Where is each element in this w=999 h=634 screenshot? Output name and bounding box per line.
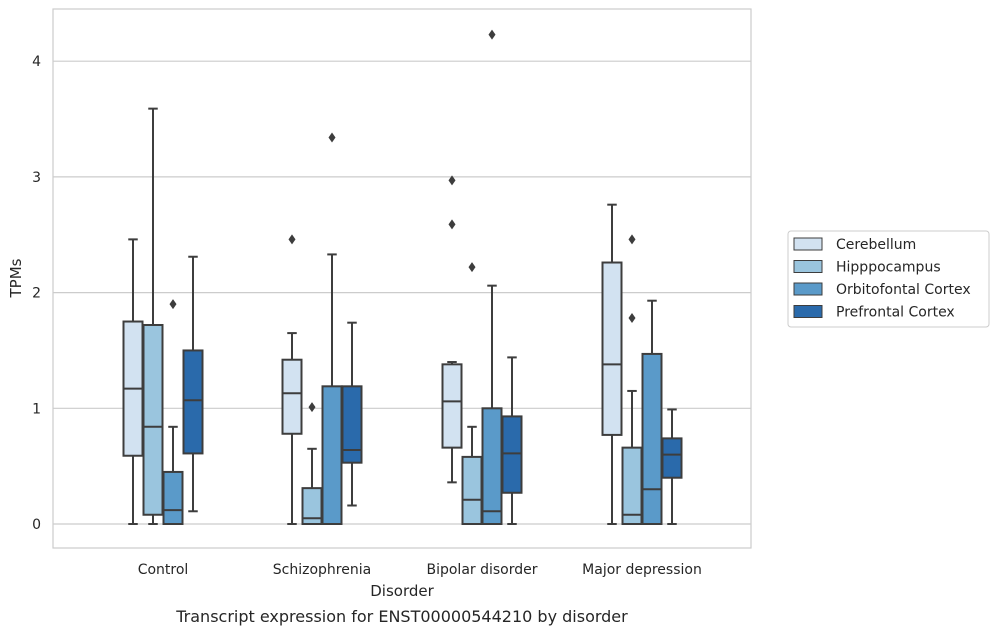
box-body [281, 358, 303, 435]
legend-items: Cerebellum Hipppocampus Orbitofontal Corte… [793, 237, 971, 321]
x-tick-label: Major depression [582, 562, 702, 578]
box-body [182, 349, 204, 455]
legend-swatch [793, 282, 823, 296]
box-orbitofontal-cortex [162, 299, 184, 525]
outlier-point [448, 219, 456, 230]
x-tick-label: Schizophrenia [273, 562, 371, 578]
outlier-point [288, 234, 296, 245]
box-body [661, 437, 683, 479]
box-body [481, 407, 503, 525]
box-body [162, 470, 184, 525]
box-prefrontal-cortex [182, 255, 204, 513]
outlier-point [448, 175, 456, 186]
plot-frame [52, 8, 752, 549]
legend-label: Orbitofontal Cortex [836, 282, 971, 298]
outlier-point [468, 262, 476, 273]
box-cerebellum [441, 175, 463, 484]
x-axis-ticks: Control Schizophrenia Bipolar disorder Majo… [138, 562, 702, 578]
box-cerebellum [601, 203, 623, 525]
y-axis-label: TPMs [7, 258, 25, 298]
legend-swatch [793, 260, 823, 273]
box-body [601, 261, 623, 436]
outlier-point [628, 234, 636, 245]
outlier-point [488, 29, 496, 40]
box-body [142, 323, 164, 516]
outlier-point [308, 402, 316, 413]
x-tick-label: Control [138, 562, 189, 578]
box-body [641, 352, 663, 525]
box-body [501, 415, 523, 494]
box-prefrontal-cortex [501, 356, 523, 525]
y-tick-label: 0 [32, 517, 41, 533]
y-tick-label: 2 [32, 286, 41, 302]
legend-swatch [793, 237, 823, 251]
legend-label: Cerebellum [836, 237, 916, 253]
y-tick-label: 4 [32, 54, 41, 70]
box-body [341, 385, 363, 464]
box-cerebellum [281, 234, 303, 525]
legend-label: Hipppocampus [836, 260, 941, 276]
box-body [621, 446, 643, 525]
box-body [321, 385, 343, 525]
box-prefrontal-cortex [341, 321, 363, 507]
box-hipppocampus [142, 107, 164, 525]
legend-label: Prefrontal Cortex [836, 305, 955, 321]
legend-swatch [793, 305, 823, 318]
box-cerebellum [122, 238, 144, 525]
box-body [441, 363, 463, 449]
y-tick-label: 1 [32, 401, 41, 417]
x-tick-label: Bipolar disorder [426, 562, 537, 578]
box-hipppocampus [621, 234, 643, 525]
box-prefrontal-cortex [661, 408, 683, 525]
y-tick-label: 3 [32, 170, 41, 186]
boxes [122, 29, 683, 526]
x-axis-label: Disorder [370, 582, 434, 600]
outlier-point [169, 299, 177, 310]
legend: Cerebellum Hipppocampus Orbitofontal Corte… [787, 230, 990, 328]
chart-caption: Transcript expression for ENST0000054421… [175, 607, 628, 626]
outlier-point [328, 132, 336, 143]
legend-frame [787, 230, 990, 328]
outlier-point [628, 313, 636, 324]
box-body [461, 455, 483, 526]
y-axis-ticks: 0 1 2 3 4 [32, 54, 41, 533]
